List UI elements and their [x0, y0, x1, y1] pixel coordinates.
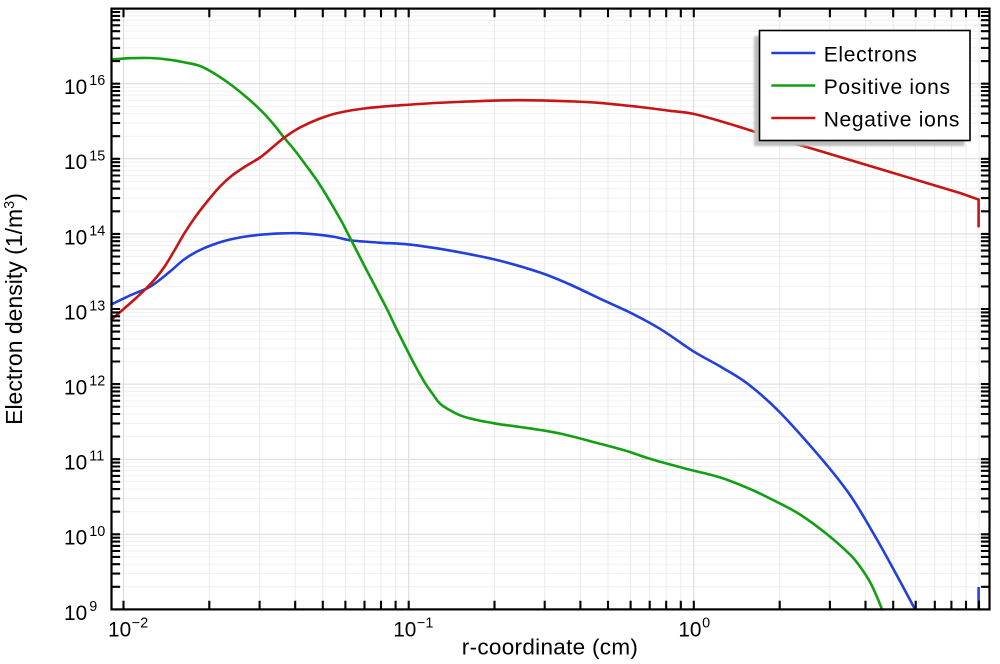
svg-text:−2: −2	[132, 615, 148, 631]
svg-text:10: 10	[64, 452, 87, 475]
svg-text:10: 10	[678, 618, 701, 641]
svg-text:10: 10	[64, 377, 87, 400]
svg-text:10: 10	[64, 602, 87, 625]
svg-text:15: 15	[89, 148, 105, 164]
svg-text:16: 16	[89, 73, 105, 89]
svg-text:10: 10	[393, 618, 416, 641]
svg-text:Positive ions: Positive ions	[824, 76, 951, 99]
svg-text:10: 10	[64, 151, 87, 174]
svg-text:r-coordinate (cm): r-coordinate (cm)	[462, 634, 638, 659]
svg-text:12: 12	[89, 374, 105, 390]
svg-text:14: 14	[89, 223, 105, 239]
svg-text:−1: −1	[417, 615, 433, 631]
svg-text:10: 10	[108, 618, 131, 641]
svg-text:Electron density (1/m3): Electron density (1/m3)	[1, 193, 27, 425]
svg-text:11: 11	[89, 449, 104, 465]
svg-text:0: 0	[702, 615, 710, 631]
svg-text:10: 10	[64, 527, 87, 550]
svg-text:10: 10	[89, 524, 105, 540]
svg-text:Electrons: Electrons	[824, 44, 918, 67]
svg-text:9: 9	[89, 599, 97, 615]
svg-text:10: 10	[64, 76, 87, 99]
svg-text:10: 10	[64, 226, 87, 249]
svg-text:13: 13	[89, 299, 105, 315]
svg-text:Negative ions: Negative ions	[824, 109, 960, 132]
svg-text:10: 10	[64, 301, 87, 324]
